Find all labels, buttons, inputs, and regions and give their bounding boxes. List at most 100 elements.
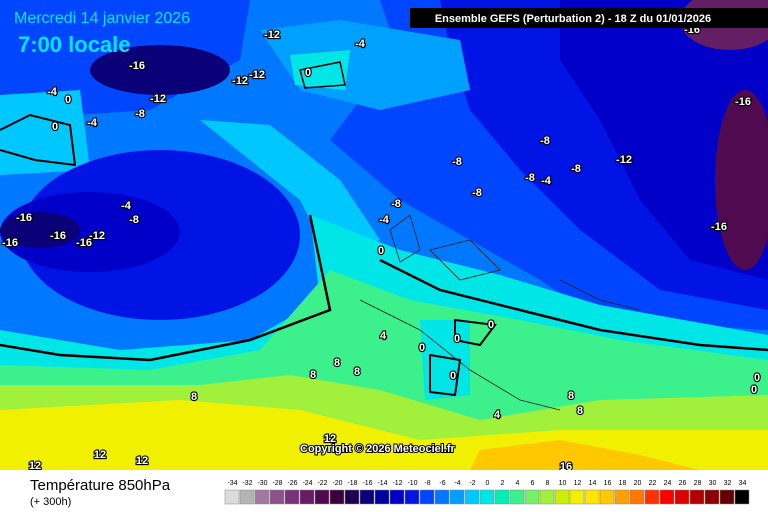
legend-label: -14 xyxy=(377,480,387,487)
legend-label: 14 xyxy=(589,480,597,487)
legend-label: -6 xyxy=(439,480,445,487)
contour-label: 8 xyxy=(577,405,583,417)
legend-label: 20 xyxy=(634,480,642,487)
legend-label: -4 xyxy=(454,480,460,487)
contour-label: 0 xyxy=(454,333,460,345)
temp-zone xyxy=(0,212,80,248)
legend-label: -16 xyxy=(362,480,372,487)
legend-swatch xyxy=(254,489,270,505)
zero-isotherm xyxy=(429,318,497,397)
legend-label: 0 xyxy=(486,480,490,487)
legend-swatch xyxy=(374,489,390,505)
contour-label: -8 xyxy=(129,214,139,226)
zero-isotherm xyxy=(379,258,768,352)
legend-swatch xyxy=(479,489,495,505)
legend-swatch xyxy=(449,489,465,505)
legend-swatch xyxy=(299,489,315,505)
legend-label: 22 xyxy=(649,480,657,487)
legend-label: -22 xyxy=(317,480,327,487)
contour-label: 8 xyxy=(568,390,574,402)
contour-label: 0 xyxy=(65,94,71,106)
legend-swatch xyxy=(389,489,405,505)
temp-zone xyxy=(470,440,700,470)
legend-swatch xyxy=(404,489,420,505)
legend-swatch xyxy=(554,489,570,505)
contour-label: -8 xyxy=(472,187,482,199)
legend-label: 16 xyxy=(604,480,612,487)
contour-label: -12 xyxy=(89,230,105,242)
contour-label: -16 xyxy=(129,60,145,72)
legend-label: -10 xyxy=(407,480,417,487)
zero-isotherm xyxy=(299,61,346,89)
legend-label: 28 xyxy=(694,480,702,487)
contour-label: -4 xyxy=(355,38,366,50)
legend-swatch xyxy=(629,489,645,505)
legend-label: -18 xyxy=(347,480,357,487)
legend-swatch xyxy=(509,489,525,505)
legend-swatch xyxy=(674,489,690,505)
legend-label: -30 xyxy=(257,480,267,487)
contour-label: -4 xyxy=(121,200,132,212)
temp-zone xyxy=(420,320,470,400)
zero-isotherm xyxy=(0,113,77,167)
legend-label: -34 xyxy=(227,480,237,487)
temp-zone xyxy=(715,90,768,270)
contour-label: -16 xyxy=(735,96,751,108)
legend-swatch xyxy=(599,489,615,505)
contour-label: -8 xyxy=(135,108,145,120)
legend-swatch xyxy=(719,489,735,505)
contour-label: -12 xyxy=(264,29,280,41)
legend-swatch xyxy=(659,489,675,505)
contour-label: -12 xyxy=(616,154,632,166)
contour-label: -8 xyxy=(452,156,462,168)
legend-label: 24 xyxy=(664,480,672,487)
legend-swatch xyxy=(269,489,285,505)
legend-label: 8 xyxy=(546,480,550,487)
legend-swatch xyxy=(464,489,480,505)
temp-zone xyxy=(0,90,90,175)
legend-swatch xyxy=(584,489,600,505)
contour-label: 12 xyxy=(29,460,41,472)
legend-label: 32 xyxy=(724,480,732,487)
legend-swatch xyxy=(329,489,345,505)
coastline xyxy=(359,214,641,411)
footer-lead: (+ 300h) xyxy=(30,496,71,508)
legend-swatch xyxy=(614,489,630,505)
legend-swatch xyxy=(419,489,435,505)
legend-label: 12 xyxy=(574,480,582,487)
legend-swatch xyxy=(359,489,375,505)
legend-label: -32 xyxy=(242,480,252,487)
contour-label: 8 xyxy=(354,366,360,378)
contour-label: -4 xyxy=(541,175,552,187)
legend-label: -8 xyxy=(424,480,430,487)
contour-label: 4 xyxy=(380,330,387,342)
contour-label: 0 xyxy=(305,67,311,79)
legend-swatch xyxy=(284,489,300,505)
legend-label: 2 xyxy=(501,480,505,487)
contour-label: 12 xyxy=(324,433,336,445)
contour-label: -8 xyxy=(391,198,401,210)
contour-label: 0 xyxy=(751,384,757,396)
copyright: Copyright © 2026 Meteociel.fr xyxy=(300,443,456,455)
contour-label: -8 xyxy=(525,172,535,184)
legend-label: 18 xyxy=(619,480,627,487)
run-box xyxy=(410,8,768,28)
contour-label: 8 xyxy=(334,357,340,369)
temp-zone xyxy=(90,45,230,95)
legend-swatch xyxy=(494,489,510,505)
contour-label: 0 xyxy=(488,319,494,331)
legend-swatch xyxy=(704,489,720,505)
legend-label: -24 xyxy=(302,480,312,487)
legend-swatch xyxy=(314,489,330,505)
legend: -34 -32 -30 -28 -26 -24 -22 -20 -18 -16 -14 -12 -10-… xyxy=(224,480,750,505)
contour-label: -8 xyxy=(571,163,581,175)
legend-swatch xyxy=(644,489,660,505)
contour-label: 0 xyxy=(754,372,760,384)
legend-swatch xyxy=(539,489,555,505)
time: 7:00 locale xyxy=(18,32,131,57)
contour-label: -16 xyxy=(76,237,92,249)
legend-label: 30 xyxy=(709,480,717,487)
contour-label: 0 xyxy=(419,342,425,354)
legend-swatch xyxy=(344,489,360,505)
